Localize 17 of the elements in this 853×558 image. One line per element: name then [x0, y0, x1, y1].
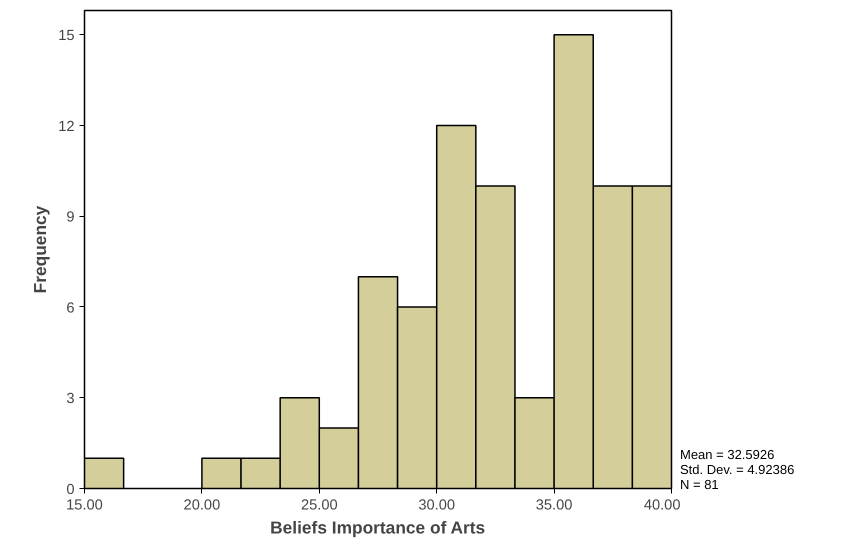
text: N = 81 — [680, 477, 719, 492]
y-tick-label: 15 — [58, 28, 75, 44]
text: Mean = 32.5926 — [680, 447, 774, 462]
x-tick-label: 40.00 — [644, 498, 681, 514]
y-tick-label: 0 — [66, 482, 75, 498]
x-tick-label: 35.00 — [536, 498, 572, 514]
x-tick-label: 30.00 — [418, 498, 456, 514]
y-tick-label: 12 — [58, 118, 75, 135]
x-tick-label: 25.00 — [300, 498, 338, 514]
y-tick-label: 9 — [66, 210, 75, 226]
y-axis-title: Frequency — [30, 205, 50, 294]
y-tick-label: 3 — [66, 391, 75, 408]
text: Std. Dev. = 4.92386 — [680, 462, 794, 477]
x-axis-title: Beliefs Importance of Arts — [270, 518, 486, 538]
x-tick-label: 15.00 — [66, 498, 103, 514]
x-tick-label: 20.00 — [184, 498, 220, 514]
y-tick-label: 6 — [66, 300, 75, 316]
